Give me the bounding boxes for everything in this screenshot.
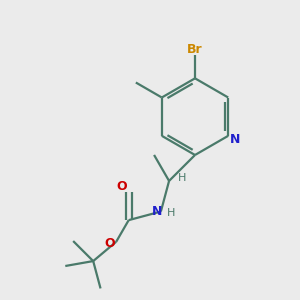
Text: H: H <box>178 172 186 183</box>
Text: H: H <box>167 208 175 218</box>
Text: O: O <box>104 237 115 250</box>
Text: Br: Br <box>187 44 203 56</box>
Text: N: N <box>230 134 241 146</box>
Text: O: O <box>116 180 127 193</box>
Text: N: N <box>152 205 163 218</box>
